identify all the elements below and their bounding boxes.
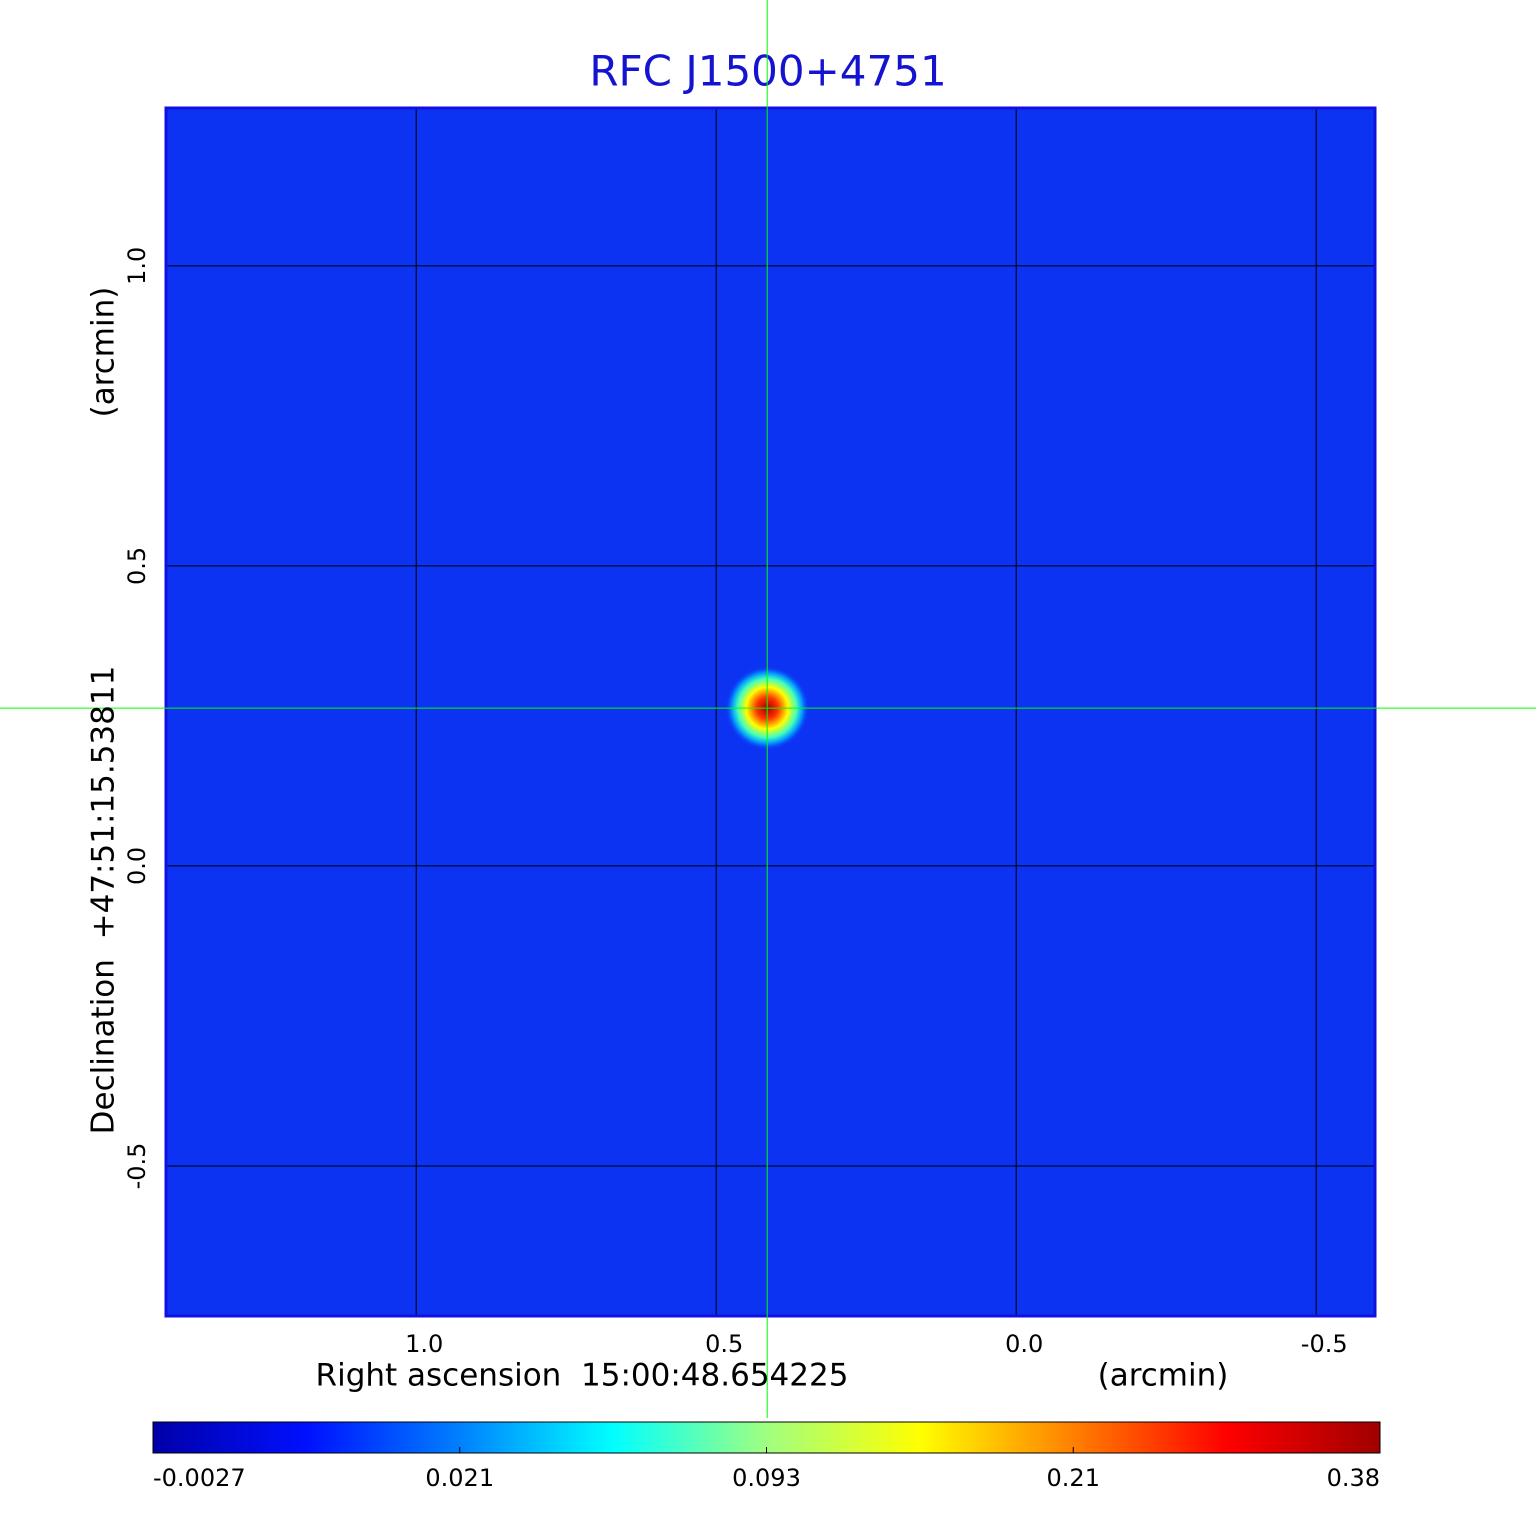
y-tick-label: -0.5: [123, 1143, 151, 1190]
y-tick-label: 0.0: [123, 847, 151, 885]
plot-frame: [164, 106, 1377, 1318]
y-tick-label: 1.0: [123, 247, 151, 285]
x-tick-label: 0.0: [1005, 1330, 1043, 1358]
colorbar-tick-label: 0.093: [732, 1464, 801, 1492]
y-axis-unit: (arcmin): [86, 287, 122, 418]
y-axis-label: Declination +47:51:15.53811: [86, 666, 122, 1135]
x-axis-label: Right ascension 15:00:48.654225: [316, 1358, 849, 1394]
colorbar-tick-label: 0.21: [1047, 1464, 1100, 1492]
colorbar-tick-label: 0.021: [425, 1464, 494, 1492]
colorbar-tick-label: 0.38: [1327, 1464, 1380, 1492]
x-axis-unit: (arcmin): [1098, 1358, 1229, 1394]
y-tick-label: 0.5: [123, 547, 151, 585]
x-tick-label: -0.5: [1301, 1330, 1348, 1358]
colorbar-tick-label: -0.0027: [153, 1464, 246, 1492]
x-tick-label: 0.5: [705, 1330, 743, 1358]
x-tick-label: 1.0: [405, 1330, 443, 1358]
chart-title: RFC J1500+4751: [589, 47, 946, 96]
